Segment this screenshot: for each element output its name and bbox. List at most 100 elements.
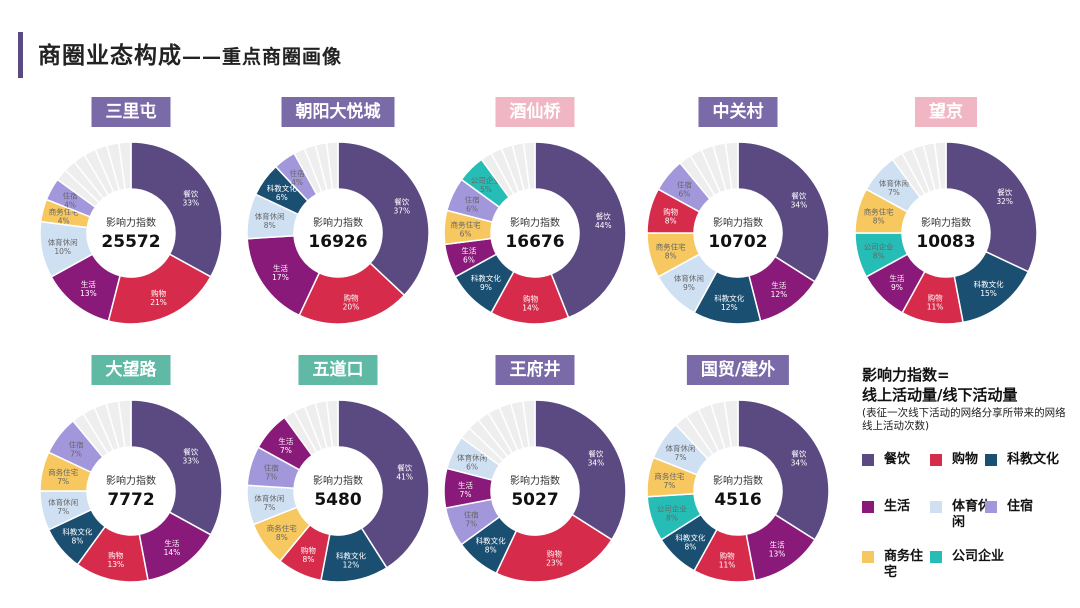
slice-percent-label: 7%: [70, 449, 82, 458]
donut-chart: 餐饮34%生活13%购物11%科教文化8%公司企业8%商务住宅7%体育休闲7%影…: [646, 399, 830, 583]
slice-category-label: 生活: [461, 246, 476, 256]
slice-percent-label: 12%: [343, 560, 360, 569]
slice-percent-label: 34%: [791, 459, 808, 468]
slice-percent-label: 7%: [263, 503, 275, 512]
donut-slice-group: [891, 141, 947, 199]
legend-swatch: [862, 551, 874, 563]
slice-percent-label: 14%: [164, 548, 181, 557]
legend-item-hotel: 住宿: [985, 499, 1049, 515]
slice-percent-label: 7%: [663, 481, 675, 490]
slice-percent-label: 5%: [480, 185, 492, 194]
donut-hole: [294, 447, 382, 535]
slice-category-label: 商务住宅: [49, 207, 79, 217]
donut-chart: 餐饮34%生活12%科教文化12%体育休闲9%商务住宅8%购物8%住宿6%影响力…: [646, 141, 830, 325]
formula-line-1: 影响力指数=: [862, 366, 950, 384]
center-label: 影响力指数: [313, 474, 363, 487]
donut-hole: [902, 189, 990, 277]
slice-category-label: 餐饮: [791, 449, 806, 459]
slice-percent-label: 10%: [54, 247, 71, 256]
influence-index-value: 10083: [916, 232, 975, 252]
slice-category-label: 购物: [663, 207, 678, 217]
donut-slice-group: [56, 141, 132, 209]
donut-chart-panel: 大望路 餐饮 33% 生活 14% 购物 13% 科教文化 8% 体育休闲 7% 商务住宅 7% 住宿 7%…: [31, 355, 231, 595]
slice-percent-label: 33%: [182, 199, 199, 208]
slice-category-label: 体育休闲: [666, 443, 696, 453]
slice-percent-label: 7%: [675, 453, 687, 462]
slice-category-label: 住宿: [264, 463, 279, 473]
slice-category-label: 商务住宅: [451, 220, 481, 230]
slice-percent-label: 7%: [460, 490, 472, 499]
legend-item-sports: 体育休闲: [930, 499, 994, 531]
slice-category-label: 商务住宅: [656, 241, 686, 251]
influence-index-value: 4516: [714, 490, 761, 510]
slice-category-label: 生活: [458, 480, 473, 490]
slice-percent-label: 20%: [343, 302, 360, 311]
influence-index-value: 7772: [107, 490, 154, 510]
slice-percent-label: 14%: [522, 303, 539, 312]
donut-chart: 餐饮33%生活14%购物13%科教文化8%体育休闲7%商务住宅7%住宿7%影响力…: [39, 399, 223, 583]
influence-index-value: 16676: [505, 232, 564, 252]
slice-percent-label: 8%: [485, 546, 497, 555]
legend-label: 餐饮: [884, 452, 911, 467]
slice-category-label: 购物: [151, 288, 166, 298]
donut-chart-panel: 国贸/建外 餐饮 34% 生活 13% 购物 11% 科教文化 8% 公司企业 8% 商务住宅 7% 体育…: [638, 355, 838, 595]
slice-percent-label: 8%: [665, 217, 677, 226]
slice-category-label: 购物: [928, 293, 943, 303]
slice-category-label: 生活: [889, 273, 904, 283]
slice-category-label: 科教文化: [336, 550, 366, 560]
slice-category-label: 生活: [273, 263, 288, 273]
slice-category-label: 餐饮: [596, 211, 611, 221]
slice-category-label: 住宿: [69, 439, 84, 449]
slice-category-label: 餐饮: [183, 189, 198, 199]
center-label: 影响力指数: [921, 216, 971, 229]
legend-swatch: [930, 501, 942, 513]
slice-category-label: 商务住宅: [48, 467, 78, 477]
slice-category-label: 生活: [164, 538, 179, 548]
slice-percent-label: 41%: [396, 473, 413, 482]
center-label: 影响力指数: [106, 216, 156, 229]
slice-percent-label: 6%: [466, 204, 478, 213]
slice-category-label: 生活: [771, 280, 786, 290]
slice-percent-label: 13%: [769, 550, 786, 559]
center-label: 影响力指数: [713, 474, 763, 487]
center-label: 影响力指数: [713, 216, 763, 229]
legend-item-business: 商务住宅: [862, 549, 926, 581]
donut-slice-group: [460, 399, 536, 467]
page-title: 商圈业态构成——重点商圈画像: [38, 36, 342, 70]
slice-percent-label: 8%: [684, 543, 696, 552]
slice-category-label: 体育休闲: [674, 273, 704, 283]
donut-hole: [694, 447, 782, 535]
donut-chart-panel: 五道口 餐饮 41% 科教文化 12% 购物 8% 商务住宅 8% 体育休闲 7% 住宿 7% 生活 7% 影…: [238, 355, 438, 595]
donut-slice-group: [293, 141, 339, 196]
page-title-main: 商圈业态构成: [38, 43, 182, 69]
donut-slice-group: [678, 141, 739, 201]
slice-category-label: 购物: [523, 293, 538, 303]
slice-percent-label: 7%: [57, 507, 69, 516]
slice-percent-label: 44%: [595, 221, 612, 230]
slice-percent-label: 8%: [666, 514, 678, 523]
slice-percent-label: 37%: [393, 206, 410, 215]
slice-percent-label: 8%: [276, 533, 288, 542]
slice-category-label: 餐饮: [183, 447, 198, 457]
slice-category-label: 住宿: [677, 180, 692, 190]
slice-percent-label: 6%: [678, 190, 690, 199]
slice-percent-label: 9%: [480, 283, 492, 292]
district-badge: 王府井: [495, 355, 575, 385]
donut-chart: 餐饮33%购物21%生活13%体育休闲10%商务住宅4%住宿4%影响力指数255…: [39, 141, 223, 325]
district-badge: 朝阳大悦城: [281, 97, 395, 127]
slice-category-label: 体育休闲: [48, 237, 78, 247]
slice-category-label: 餐饮: [588, 449, 603, 459]
slice-percent-label: 8%: [665, 251, 677, 260]
slice-percent-label: 21%: [150, 298, 167, 307]
legend-swatch: [862, 454, 874, 466]
district-badge: 望京: [915, 97, 977, 127]
slice-percent-label: 11%: [927, 303, 944, 312]
slice-percent-label: 13%: [80, 289, 97, 298]
donut-chart-panel: 酒仙桥 餐饮 44% 购物 14% 科教文化 9% 生活 6% 商务住宅 6% 住宿 6% 公司企业 5% 影…: [435, 97, 635, 337]
district-badge: 三里屯: [91, 97, 171, 127]
slice-percent-label: 17%: [272, 273, 289, 282]
slice-category-label: 餐饮: [394, 196, 409, 206]
influence-index-value: 5480: [314, 490, 361, 510]
title-accent-bar: [18, 32, 23, 78]
legend-item-company: 公司企业: [930, 549, 1022, 565]
